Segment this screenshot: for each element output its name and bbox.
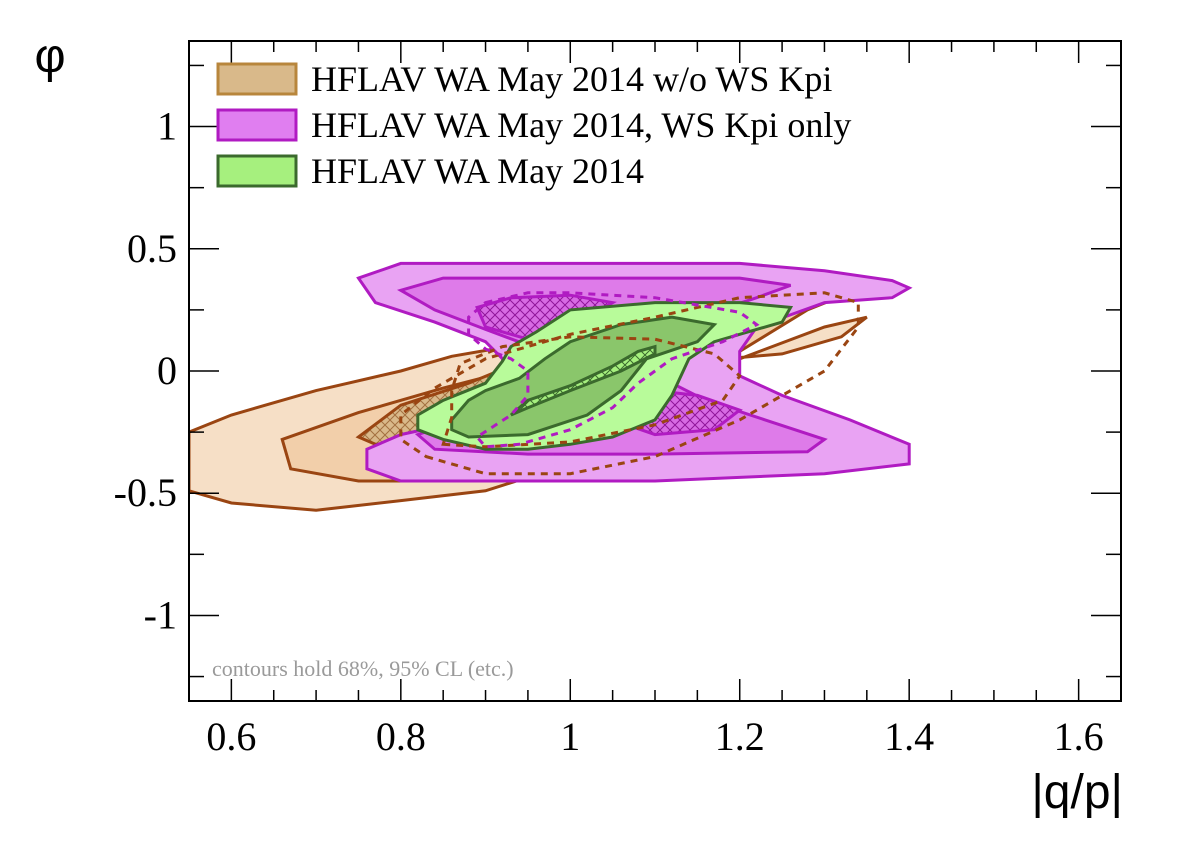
contour-regions <box>189 261 913 512</box>
x-tick-labels: 0.6 0.8 1 1.2 1.4 1.6 <box>206 714 1103 759</box>
x-tick-label: 0.6 <box>206 714 256 759</box>
y-tick-label: 1 <box>157 104 177 149</box>
legend-swatch <box>216 108 298 142</box>
x-tick-label: 1 <box>560 714 580 759</box>
cl-annotation: contours hold 68%, 95% CL (etc.) <box>212 656 514 681</box>
legend: HFLAV WA May 2014 w/o WS Kpi HFLAV WA May… <box>216 59 851 191</box>
legend-swatch <box>216 62 298 96</box>
x-axis-title: |q/p| <box>1031 766 1123 819</box>
y-axis-title: φ <box>34 30 65 83</box>
dashed-contour-0 <box>399 291 860 476</box>
y-tick-label: -1 <box>144 592 177 637</box>
legend-label: HFLAV WA May 2014, WS Kpi only <box>311 105 851 145</box>
y-tick-label: 0.5 <box>127 226 177 271</box>
y-tick-label: 0 <box>157 348 177 393</box>
legend-label: HFLAV WA May 2014 w/o WS Kpi <box>311 59 832 99</box>
legend-swatch <box>216 154 298 188</box>
x-tick-label: 1.4 <box>884 714 934 759</box>
dashed-contour-1 <box>441 335 742 449</box>
x-tick-label: 1.2 <box>715 714 765 759</box>
contour-series-2-level-2 <box>510 344 657 417</box>
y-tick-label: -0.5 <box>114 470 177 515</box>
x-tick-label: 0.8 <box>376 714 426 759</box>
dashed-contour-2 <box>467 291 760 449</box>
legend-label: HFLAV WA May 2014 <box>311 151 644 191</box>
x-tick-label: 1.6 <box>1054 714 1104 759</box>
dashed-contours <box>399 291 860 476</box>
axis-ticks <box>188 41 1122 701</box>
y-tick-labels: -1 -0.5 0 0.5 1 <box>114 104 177 638</box>
